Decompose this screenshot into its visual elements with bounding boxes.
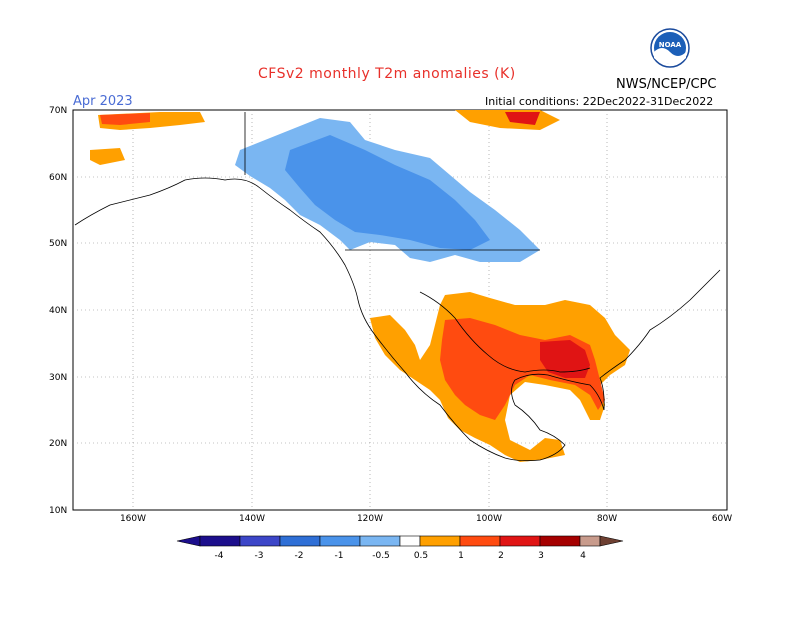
lat-label: 30N <box>49 373 67 383</box>
lon-label: 100W <box>476 514 502 524</box>
colorbar-label: 2 <box>498 551 504 561</box>
colorbar-label: -2 <box>295 551 304 561</box>
colorbar-swatch <box>539 535 581 547</box>
lat-label: 10N <box>49 506 67 516</box>
colorbar-swatch <box>599 535 624 547</box>
colorbar-swatch <box>239 535 281 547</box>
lon-axis: 160W 140W 120W 100W 80W 60W <box>120 514 732 524</box>
colorbar-swatch <box>459 535 501 547</box>
colorbar-label: -0.5 <box>372 551 390 561</box>
colorbar-swatch <box>579 535 601 547</box>
colorbar-label: 4 <box>580 551 586 561</box>
colorbar-swatch <box>319 535 361 547</box>
colorbar: -4 -3 -2 -1 -0.5 0.5 1 2 3 4 <box>176 535 624 561</box>
lon-label: 80W <box>597 514 617 524</box>
noaa-logo: NOAA <box>650 28 690 68</box>
lat-label: 20N <box>49 439 67 449</box>
colorbar-swatch <box>499 535 541 547</box>
colorbar-swatch <box>419 535 461 547</box>
forecast-month: Apr 2023 <box>73 94 133 109</box>
colorbar-label: -4 <box>215 551 224 561</box>
colorbar-swatch <box>399 535 421 547</box>
colorbar-swatch <box>176 535 201 547</box>
lon-label: 120W <box>357 514 383 524</box>
logo-text: NOAA <box>659 41 682 49</box>
lon-label: 60W <box>712 514 732 524</box>
initial-conditions: Initial conditions: 22Dec2022-31Dec2022 <box>485 95 714 108</box>
positive-anomaly-region <box>90 110 630 462</box>
chart-title: CFSv2 monthly T2m anomalies (K) <box>258 66 516 82</box>
colorbar-label: 1 <box>458 551 464 561</box>
colorbar-label: -3 <box>255 551 264 561</box>
lon-label: 140W <box>239 514 265 524</box>
colorbar-swatch <box>359 535 401 547</box>
lat-axis: 70N 60N 50N 40N 30N 20N 10N <box>49 106 67 516</box>
lat-label: 50N <box>49 239 67 249</box>
colorbar-swatch <box>199 535 241 547</box>
colorbar-label: -1 <box>335 551 344 561</box>
lat-label: 60N <box>49 173 67 183</box>
negative-anomaly-region <box>235 118 540 262</box>
lon-label: 160W <box>120 514 146 524</box>
coastlines <box>74 112 721 462</box>
colorbar-label: 0.5 <box>414 551 428 561</box>
lat-label: 40N <box>49 306 67 316</box>
colorbar-swatch <box>279 535 321 547</box>
agency-label: NWS/NCEP/CPC <box>616 77 717 92</box>
lat-label: 70N <box>49 106 67 116</box>
graticule <box>73 110 727 510</box>
colorbar-label: 3 <box>538 551 544 561</box>
